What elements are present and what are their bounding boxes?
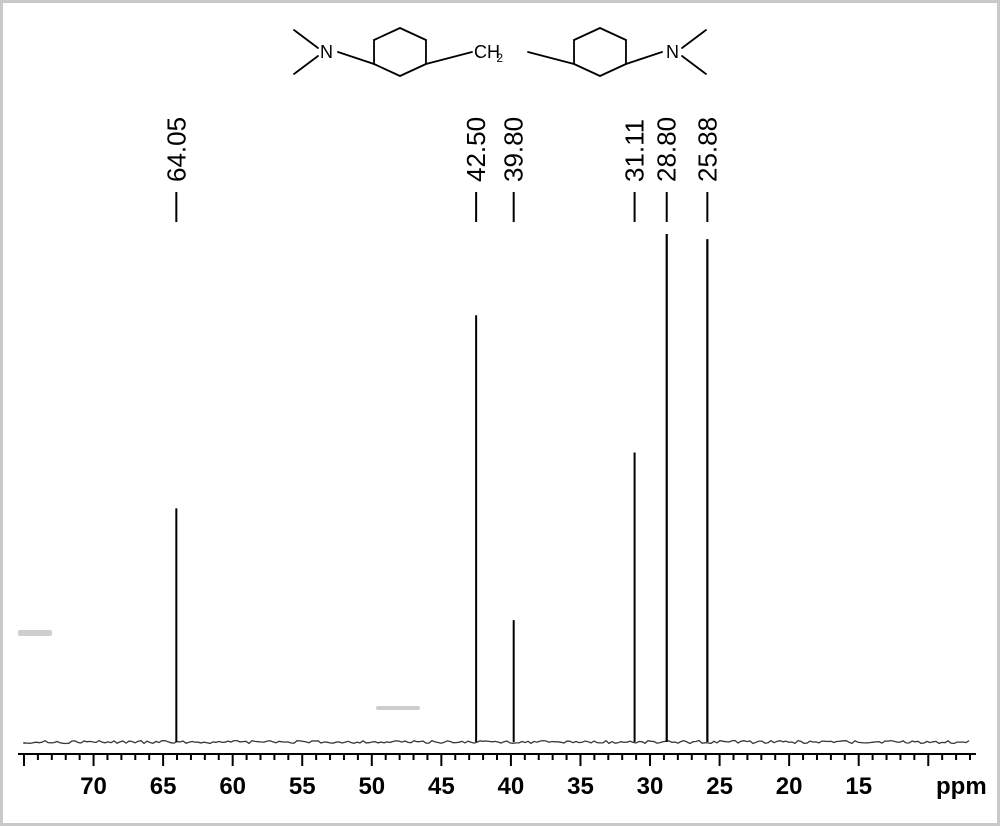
xaxis-tick-label: 70 <box>80 773 107 800</box>
peak-label: 64.05 <box>161 117 191 182</box>
xaxis-tick-label: 60 <box>219 773 246 800</box>
peak-label: 42.50 <box>461 117 491 182</box>
xaxis-tick-label: 30 <box>637 773 664 800</box>
xaxis-tick-label: 50 <box>358 773 385 800</box>
peak-label: 31.11 <box>620 119 650 182</box>
xaxis-tick-label: 20 <box>776 773 803 800</box>
xaxis-tick-label: 25 <box>706 773 733 800</box>
xaxis-tick-label: 65 <box>150 773 177 800</box>
spectrum-plot: 70 65 60 55 50 45 40 35 30 25 20 15 ppm 64.05 42.50 39.… <box>0 0 1000 826</box>
xaxis-unit-label: ppm <box>936 773 987 800</box>
xaxis-tick-label: 15 <box>845 773 872 800</box>
xaxis-tick-label: 40 <box>498 773 525 800</box>
xaxis-tick-label: 55 <box>289 773 316 800</box>
peak-label: 25.88 <box>692 117 722 182</box>
nmr-figure: CH2NN 706560555045403530252015ppm64.0542… <box>0 0 1000 826</box>
peak-label: 28.80 <box>652 117 682 182</box>
xaxis-tick-label: 35 <box>567 773 594 800</box>
peak-label: 39.80 <box>499 117 529 182</box>
xaxis-tick-label: 45 <box>428 773 455 800</box>
